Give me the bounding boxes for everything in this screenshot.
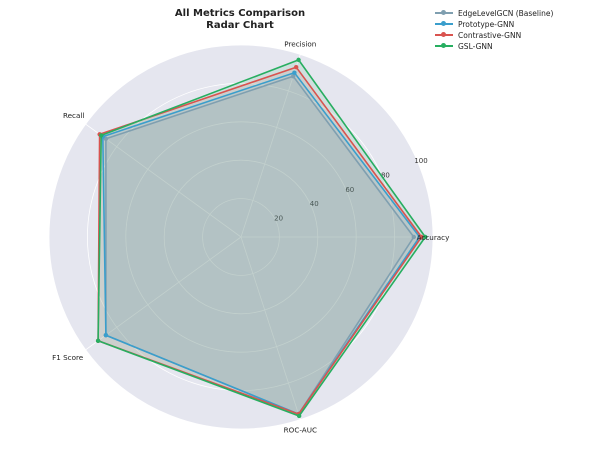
- legend-item-gsl-gnn: GSL-GNN: [435, 41, 553, 51]
- legend-swatch-icon: [435, 20, 453, 28]
- radial-tick-label: 20: [274, 215, 283, 223]
- legend-item-edgelevelgcn: EdgeLevelGCN (Baseline): [435, 8, 553, 18]
- series-point: [291, 74, 296, 79]
- legend-label: Prototype-GNN: [458, 19, 515, 29]
- legend-label: Contrastive-GNN: [458, 30, 522, 40]
- series-point: [293, 64, 299, 70]
- series-line: [97, 59, 427, 417]
- series-area: [102, 72, 420, 415]
- axis-category-label: F1 Score: [52, 353, 84, 362]
- radial-tick-label: 40: [310, 200, 319, 208]
- legend-label: EdgeLevelGCN (Baseline): [458, 8, 554, 18]
- legend-swatch-icon: [435, 42, 453, 50]
- chart-title-line2: Radar Chart: [206, 20, 274, 31]
- series-area: [98, 59, 426, 417]
- series-point: [411, 234, 416, 240]
- series-point: [99, 133, 104, 138]
- radial-spoke: [240, 54, 301, 238]
- radial-spoke: [85, 123, 242, 238]
- series-line: [97, 66, 423, 415]
- radial-tick-label: 60: [345, 186, 354, 194]
- axis-category-label: Recall: [63, 111, 84, 120]
- radial-tick-label: 80: [381, 171, 390, 179]
- series-point: [419, 234, 424, 240]
- legend-swatch-icon: [435, 9, 453, 17]
- axis-category-label: ROC-AUC: [284, 426, 317, 435]
- legend: EdgeLevelGCN (Baseline) Prototype-GNN Co…: [435, 8, 553, 52]
- chart-title-line1: All Metrics Comparison: [174, 8, 306, 19]
- axis-category-label: Accuracy: [417, 233, 451, 242]
- series-area: [105, 76, 414, 415]
- series-point: [423, 234, 428, 240]
- radial-tick-label: 100: [414, 157, 427, 165]
- legend-item-contrastive-gnn: Contrastive-GNN: [435, 30, 553, 40]
- chart-title: All Metrics Comparison Radar Chart: [140, 8, 340, 32]
- series-point: [292, 70, 297, 75]
- legend-item-prototype-gnn: Prototype-GNN: [435, 19, 553, 29]
- series-point: [95, 338, 101, 344]
- series-point: [103, 332, 109, 338]
- legend-label: GSL-GNN: [458, 41, 493, 51]
- radial-spoke: [240, 236, 301, 420]
- radial-spoke: [85, 236, 242, 351]
- series-area: [98, 67, 422, 415]
- legend-swatch-icon: [435, 31, 453, 39]
- series-point: [103, 136, 109, 142]
- axis-category-label: Precision: [284, 39, 316, 48]
- series-point: [296, 413, 302, 419]
- series-point: [296, 57, 301, 63]
